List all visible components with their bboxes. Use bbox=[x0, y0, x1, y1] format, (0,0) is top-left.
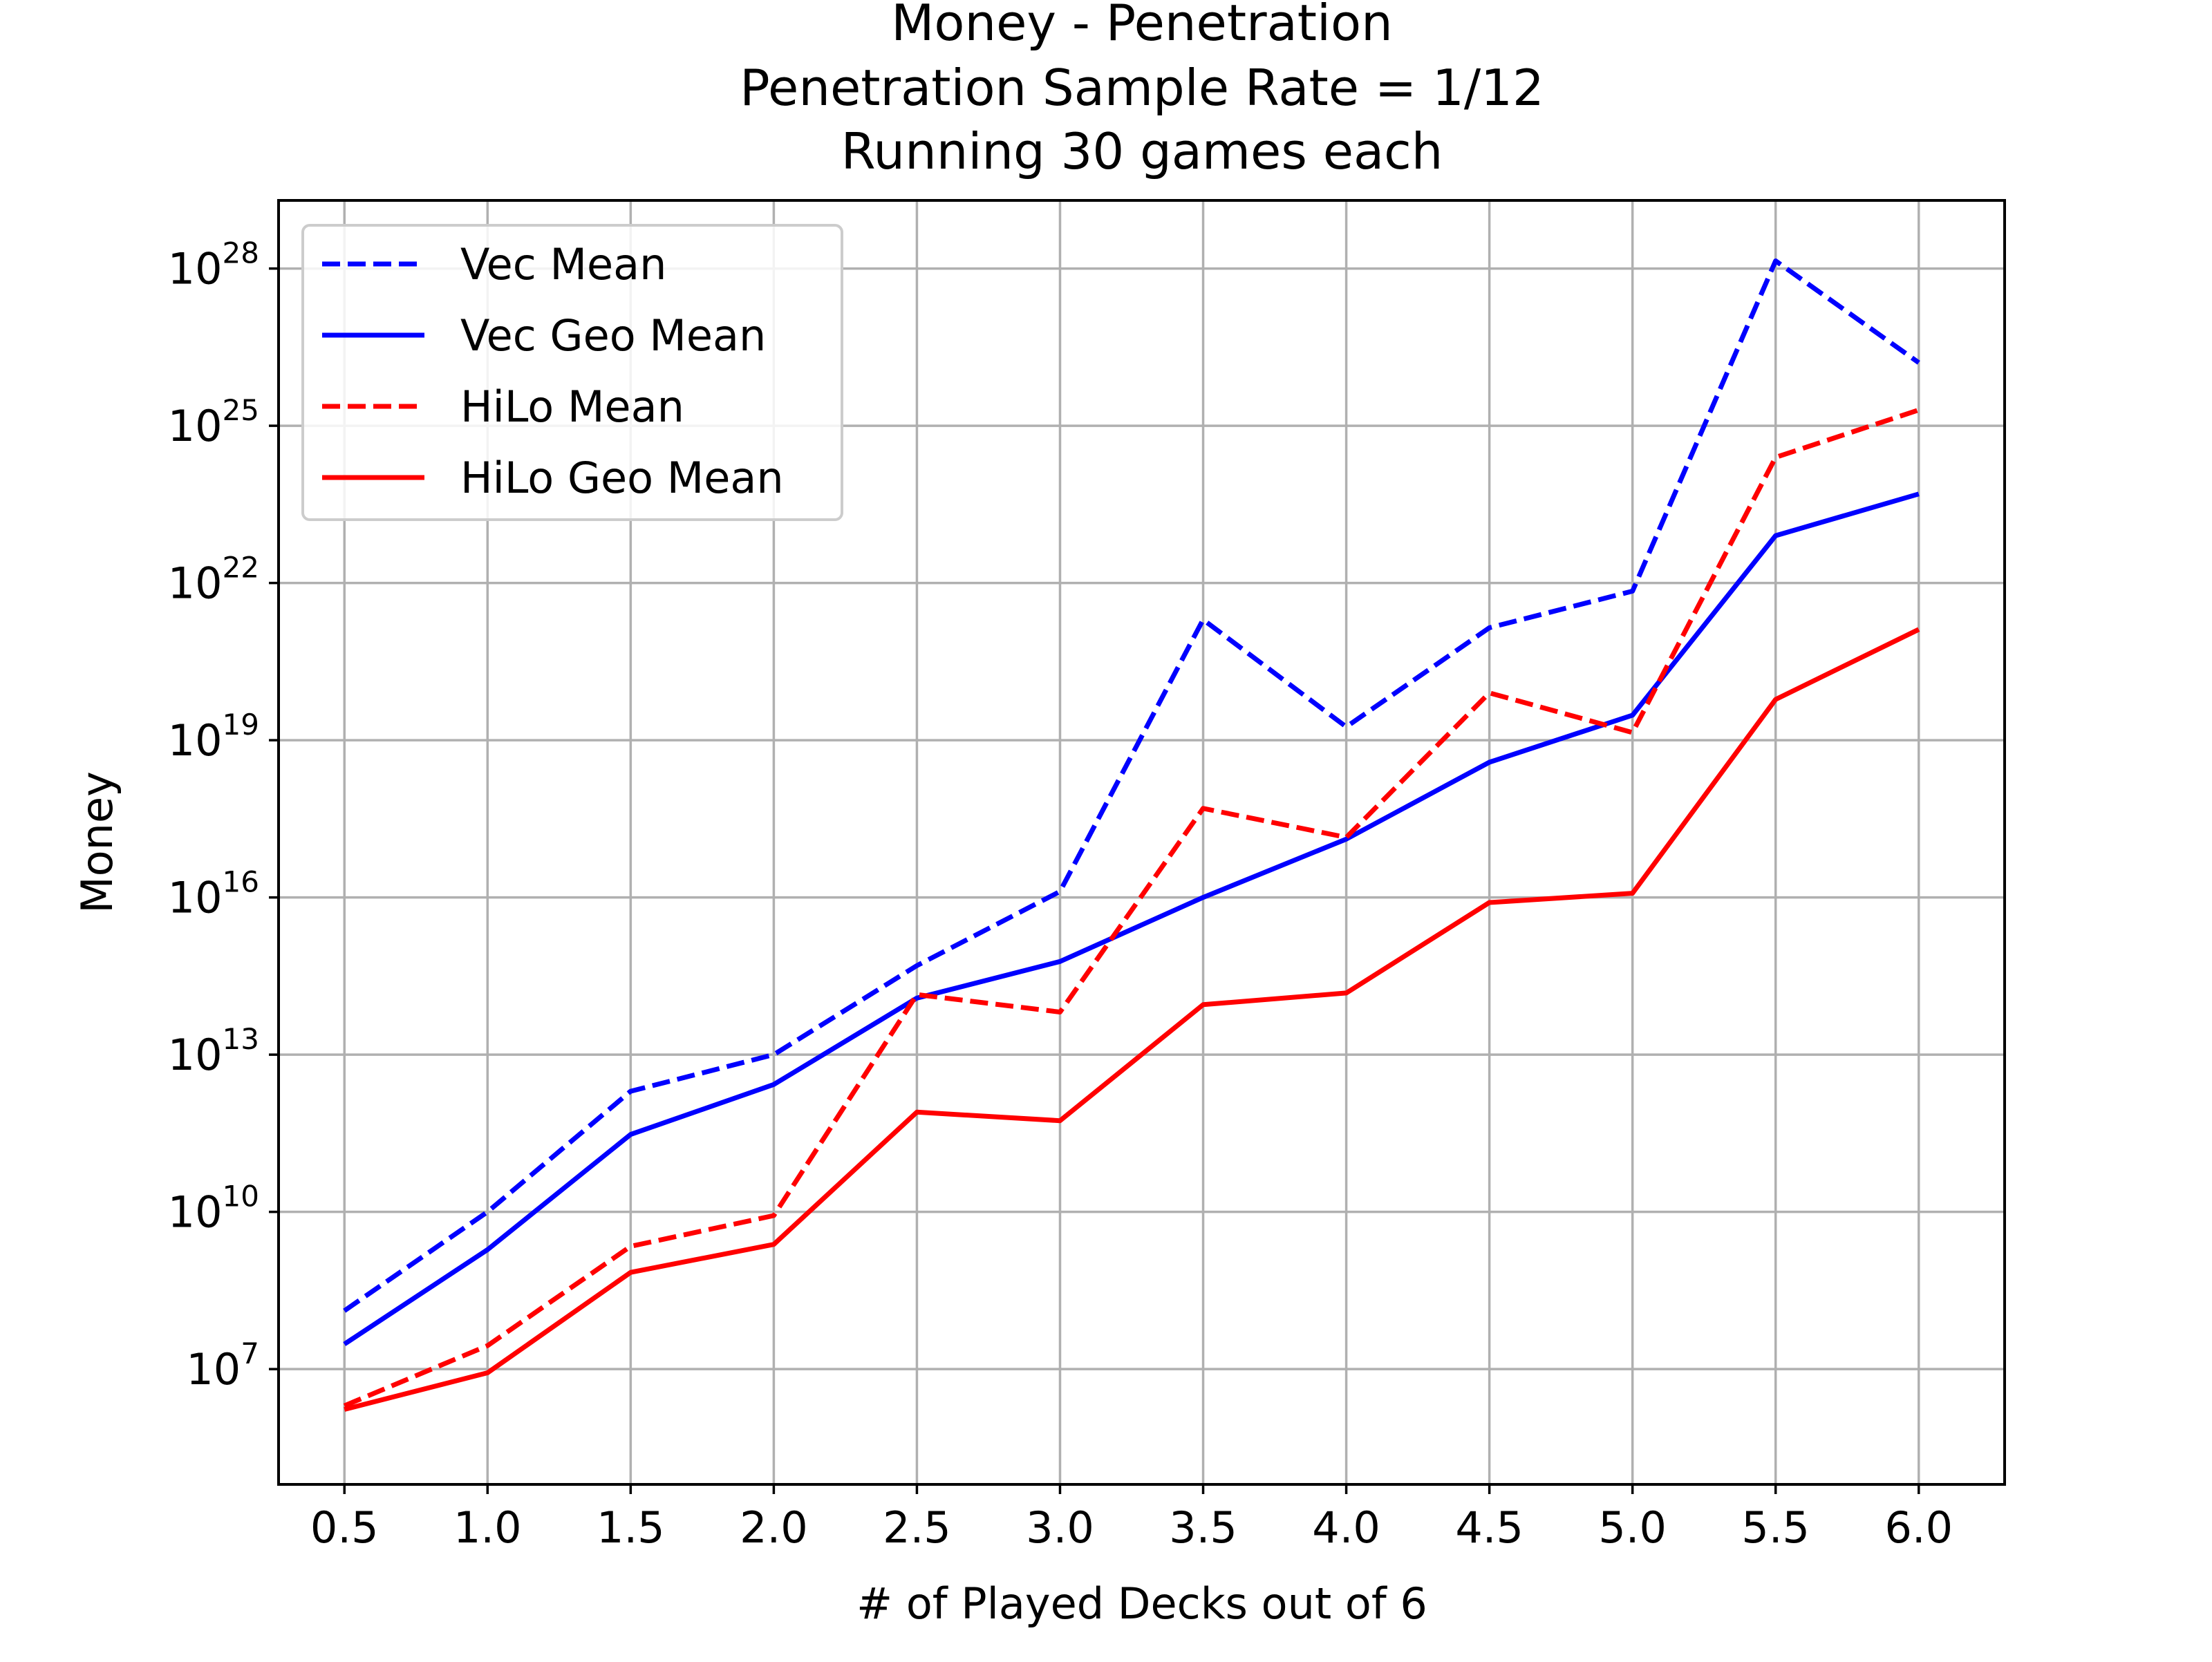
legend-label: HiLo Geo Mean bbox=[460, 453, 784, 503]
y-tick-base: 10 bbox=[168, 401, 223, 451]
chart-title-line-2: Penetration Sample Rate = 1/12 bbox=[740, 59, 1544, 117]
y-tick-label: 1013 bbox=[168, 1022, 259, 1080]
y-axis-label: Money bbox=[72, 771, 122, 914]
y-tick-label: 1010 bbox=[168, 1180, 259, 1238]
series-line-hilo-mean bbox=[343, 407, 1920, 1408]
y-tick-base: 10 bbox=[186, 1344, 241, 1395]
x-tick-label: 4.5 bbox=[1455, 1502, 1524, 1553]
x-tick-label: 4.0 bbox=[1312, 1502, 1380, 1553]
series-line-hilo-geo-mean bbox=[344, 627, 1920, 1412]
x-tick-label: 3.0 bbox=[1026, 1502, 1094, 1553]
y-tick-label: 1019 bbox=[168, 708, 259, 766]
legend-label: Vec Mean bbox=[460, 239, 666, 290]
y-tick-label: 1016 bbox=[168, 865, 259, 923]
y-tick-exponent: 10 bbox=[223, 1180, 259, 1214]
y-tick-base: 10 bbox=[168, 873, 223, 923]
y-tick-label: 1022 bbox=[168, 551, 259, 609]
y-tick-base: 10 bbox=[168, 1187, 223, 1238]
x-tick-label: 5.0 bbox=[1598, 1502, 1667, 1553]
x-tick-label: 2.0 bbox=[740, 1502, 808, 1553]
y-tick-exponent: 7 bbox=[241, 1337, 259, 1370]
x-tick-label: 6.0 bbox=[1884, 1502, 1953, 1553]
y-tick-exponent: 28 bbox=[223, 236, 259, 270]
x-tick-label: 0.5 bbox=[310, 1502, 379, 1553]
x-tick-label: 2.5 bbox=[883, 1502, 951, 1553]
legend-label: HiLo Mean bbox=[460, 381, 684, 432]
chart-title-line-1: Money - Penetration bbox=[891, 0, 1392, 52]
y-tick-base: 10 bbox=[168, 558, 223, 609]
y-tick-label: 1028 bbox=[168, 236, 259, 294]
grid bbox=[279, 200, 2005, 1484]
y-tick-base: 10 bbox=[168, 1030, 223, 1080]
legend-label: Vec Geo Mean bbox=[460, 310, 766, 361]
plot-frame bbox=[277, 199, 2006, 1486]
y-tick-exponent: 16 bbox=[223, 865, 259, 899]
y-tick-exponent: 22 bbox=[223, 551, 259, 585]
chart-title: Money - Penetration Penetration Sample R… bbox=[740, 0, 1544, 180]
y-tick-base: 10 bbox=[168, 715, 223, 766]
legend-box bbox=[301, 224, 843, 521]
plot-series bbox=[343, 258, 1920, 1412]
x-axis-label: # of Played Decks out of 6 bbox=[856, 1578, 1427, 1629]
legend: Vec Mean Vec Geo Mean HiLo Mean HiLo Geo Me… bbox=[301, 224, 843, 521]
y-tick-exponent: 13 bbox=[223, 1022, 259, 1056]
x-axis-ticks: 0.5 1.0 1.5 2.0 2.5 3.0 3.5 4.0 4.5 5.0 5.5 6.0 bbox=[310, 1484, 1953, 1553]
x-tick-label: 1.5 bbox=[597, 1502, 665, 1553]
y-tick-exponent: 19 bbox=[223, 708, 259, 742]
x-tick-label: 5.5 bbox=[1741, 1502, 1810, 1553]
series-line-vec-geo-mean bbox=[343, 491, 1920, 1346]
y-tick-exponent: 25 bbox=[223, 393, 259, 427]
y-tick-base: 10 bbox=[168, 244, 223, 294]
chart-title-line-3: Running 30 games each bbox=[841, 122, 1443, 180]
x-tick-label: 1.0 bbox=[453, 1502, 522, 1553]
y-tick-label: 1025 bbox=[168, 393, 259, 451]
y-tick-label: 107 bbox=[186, 1337, 259, 1395]
x-tick-label: 3.5 bbox=[1169, 1502, 1237, 1553]
